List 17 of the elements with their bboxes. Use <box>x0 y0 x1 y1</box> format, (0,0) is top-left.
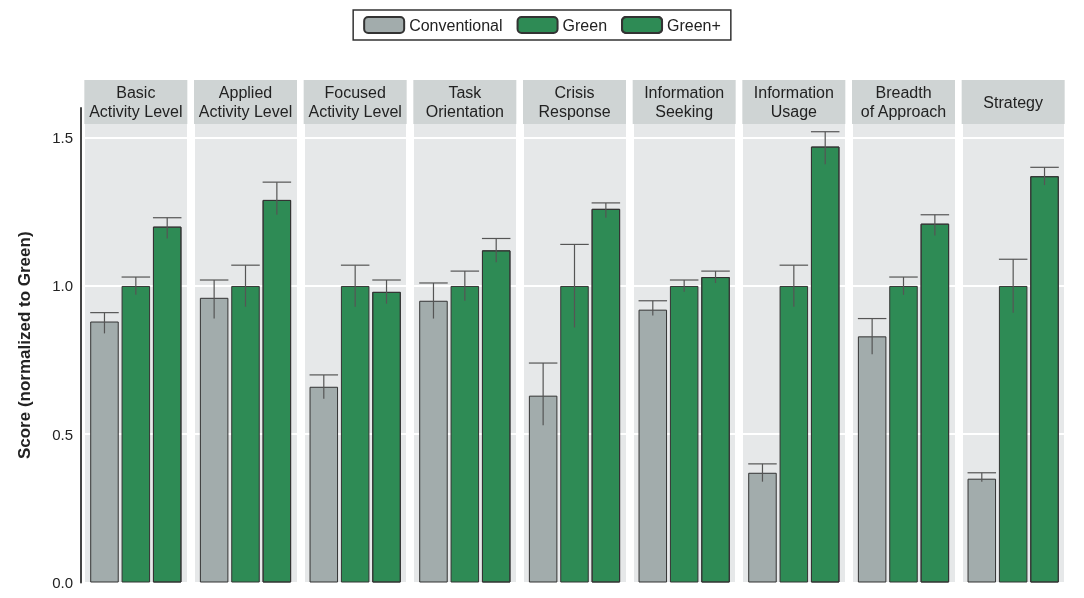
x-tick-label: Strategy <box>983 93 1043 111</box>
y-axis-title: Score (normalized to Green) <box>15 231 34 460</box>
legend-label: Green <box>562 16 608 34</box>
y-tick-label: 1.0 <box>52 277 73 295</box>
legend-label: Conventional <box>409 16 503 34</box>
x-tick-label: Basic Activity Level <box>89 84 183 120</box>
x-tick-label: Crisis Response <box>538 84 611 120</box>
y-tick-label: 0.5 <box>52 425 73 443</box>
legend-label: Green+ <box>667 16 721 34</box>
x-tick-label: Information Usage <box>753 84 834 120</box>
x-tick-label: Information Seeking <box>644 84 725 120</box>
y-tick-label: 1.5 <box>52 129 73 147</box>
y-tick-label: 0.0 <box>52 574 73 591</box>
x-tick-label: Applied Activity Level <box>198 84 293 120</box>
x-tick-label: Task Orientation <box>425 84 504 120</box>
x-tick-label: Breadth of Approach <box>860 84 947 120</box>
x-tick-label: Focused Activity Level <box>308 84 402 120</box>
